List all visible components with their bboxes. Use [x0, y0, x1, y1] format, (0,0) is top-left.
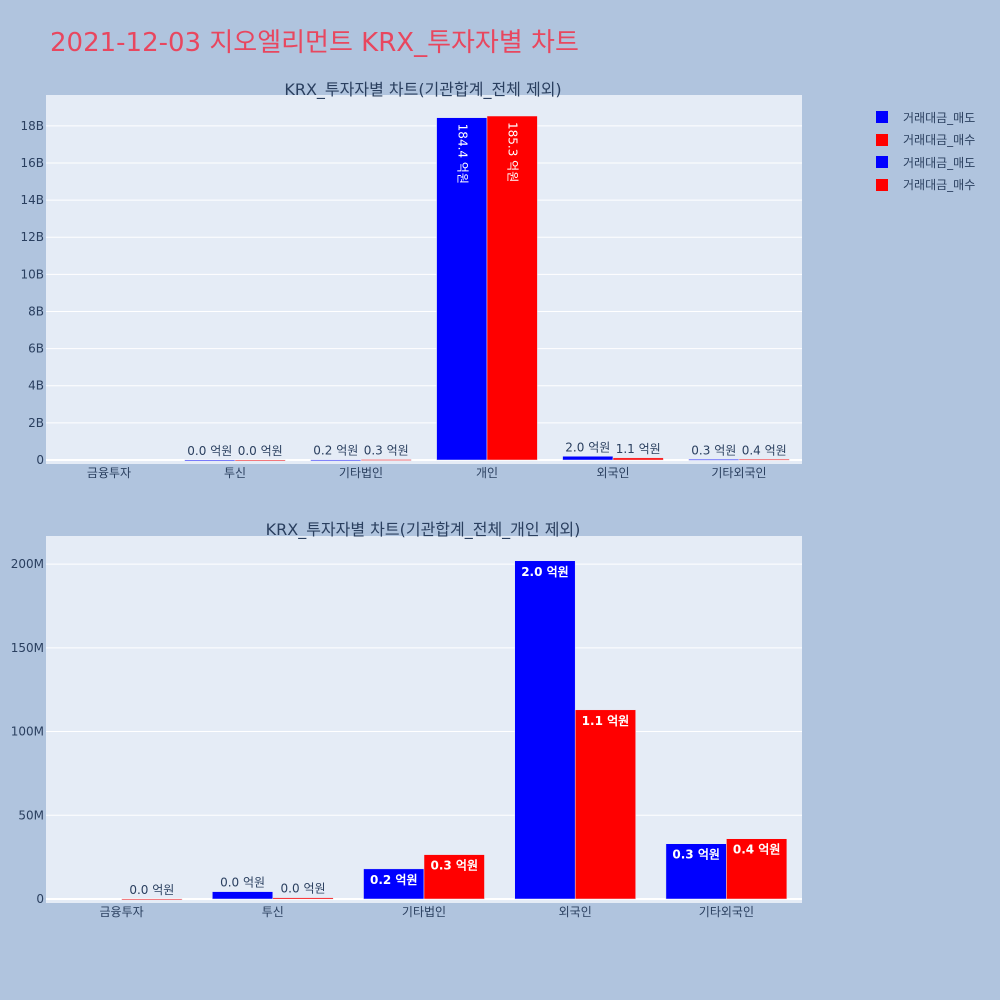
bar: [514, 560, 576, 900]
bar: [423, 854, 485, 900]
data-label: 0.3 억원: [364, 444, 409, 458]
y-tick-label: 0: [36, 892, 44, 906]
plot-area: [46, 536, 802, 903]
bar: [726, 838, 788, 900]
bar: [612, 457, 664, 461]
bar: [121, 898, 183, 901]
data-label: 1.1 억원: [582, 714, 630, 728]
legend-label: 거래대금_매수: [903, 133, 976, 148]
x-tick-label: 기타외국인: [699, 905, 754, 919]
bar: [363, 868, 425, 900]
data-label: 2.0 억원: [565, 440, 610, 454]
y-tick-label: 16B: [20, 156, 44, 170]
legend-item[interactable]: 거래대금_매도: [876, 106, 975, 129]
data-label: 0.0 억원: [238, 444, 283, 458]
chart-title: KRX_투자자별 차트(기관합계_전체 제외): [284, 80, 561, 100]
bar: [665, 843, 727, 900]
x-tick-label: 기타외국인: [711, 466, 766, 480]
data-label: 0.0 억원: [220, 876, 265, 890]
x-tick-label: 기타법인: [402, 905, 446, 919]
bar: [212, 891, 274, 900]
y-tick-label: 8B: [28, 304, 44, 318]
bar: [562, 456, 614, 461]
x-tick-label: 투신: [224, 466, 246, 480]
data-label: 185.3 억원: [506, 122, 520, 182]
legend-label: 거래대금_매수: [903, 178, 976, 193]
bar: [436, 117, 488, 461]
y-tick-label: 200M: [11, 557, 44, 571]
data-label: 0.0 억원: [281, 882, 326, 896]
y-tick-label: 150M: [11, 641, 44, 655]
bar: [184, 459, 236, 462]
legend-swatch: [876, 111, 888, 124]
y-tick-label: 18B: [20, 119, 44, 133]
x-tick-label: 금융투자: [87, 466, 131, 480]
x-tick-label: 금융투자: [100, 905, 144, 919]
data-label: 0.0 억원: [187, 444, 232, 458]
legend-label: 거래대금_매도: [903, 155, 976, 170]
legend-item[interactable]: 거래대금_매수: [876, 174, 975, 197]
y-tick-label: 6B: [28, 342, 44, 356]
legend[interactable]: 거래대금_매도 거래대금_매수 거래대금_매도 거래대금_매수: [876, 106, 975, 196]
y-tick-label: 50M: [18, 808, 44, 822]
data-label: 0.3 억원: [672, 848, 720, 862]
y-tick-label: 0: [36, 453, 44, 467]
y-tick-label: 14B: [20, 193, 44, 207]
bar: [738, 459, 790, 461]
bar: [360, 459, 412, 461]
data-label: 0.0 억원: [129, 883, 174, 897]
x-tick-label: 외국인: [596, 466, 629, 480]
legend-swatch: [876, 156, 888, 169]
bar: [486, 115, 538, 461]
legend-swatch: [876, 133, 888, 146]
x-tick-label: 투신: [262, 905, 284, 919]
data-label: 0.2 억원: [370, 873, 418, 887]
data-label: 0.2 억원: [313, 444, 358, 458]
y-tick-label: 2B: [28, 416, 44, 430]
y-tick-label: 12B: [20, 230, 44, 244]
bar: [310, 459, 362, 461]
bar: [272, 897, 334, 900]
data-label: 0.3 억원: [691, 443, 736, 457]
x-tick-label: 기타법인: [339, 466, 383, 480]
data-label: 184.4 억원: [455, 124, 469, 184]
x-tick-label: 개인: [476, 466, 498, 480]
y-tick-label: 10B: [20, 267, 44, 281]
legend-item[interactable]: 거래대금_매도: [876, 151, 975, 174]
chart-title: KRX_투자자별 차트(기관합계_전체_개인 제외): [266, 520, 581, 540]
legend-label: 거래대금_매도: [903, 110, 976, 125]
bar: [234, 459, 286, 462]
y-tick-label: 100M: [11, 725, 44, 739]
data-label: 1.1 억원: [616, 442, 661, 456]
plot-area: [46, 95, 802, 464]
page-title: 2021-12-03 지오엘리먼트 KRX_투자자별 차트: [50, 28, 579, 58]
bar: [688, 459, 740, 461]
x-tick-label: 외국인: [559, 905, 592, 919]
data-label: 0.4 억원: [742, 443, 787, 457]
y-tick-label: 4B: [28, 379, 44, 393]
bar: [574, 709, 636, 900]
data-label: 0.4 억원: [733, 843, 781, 857]
data-label: 2.0 억원: [521, 565, 569, 579]
legend-item[interactable]: 거래대금_매수: [876, 129, 975, 152]
legend-swatch: [876, 178, 888, 191]
data-label: 0.3 억원: [430, 859, 478, 873]
